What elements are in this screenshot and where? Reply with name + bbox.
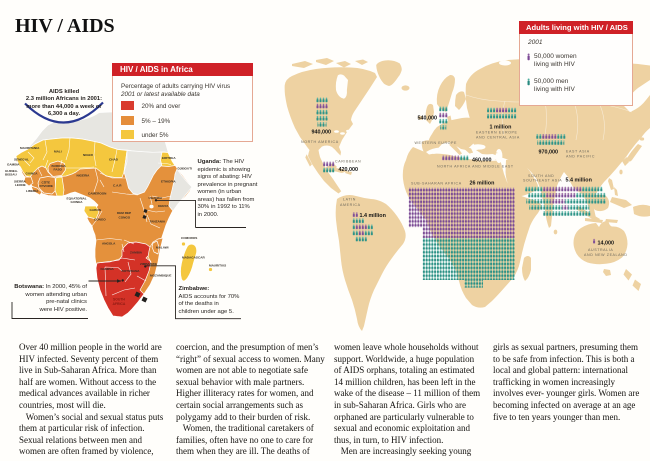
svg-text:FASO: FASO: [54, 167, 63, 171]
svg-text:BISSAU: BISSAU: [5, 172, 17, 176]
svg-text:EASTERN EUROPE: EASTERN EUROPE: [476, 131, 518, 135]
svg-text:26 million: 26 million: [470, 180, 495, 186]
svg-text:14,000: 14,000: [598, 241, 615, 247]
svg-text:5.4 million: 5.4 million: [566, 178, 592, 184]
svg-text:MADAGASCAR: MADAGASCAR: [182, 256, 205, 260]
svg-text:MOZAMBIQUE: MOZAMBIQUE: [150, 273, 171, 277]
svg-text:NORTH AMERICA: NORTH AMERICA: [301, 140, 339, 144]
svg-text:CONGO: CONGO: [119, 216, 131, 220]
svg-text:MAURITANIA: MAURITANIA: [20, 146, 40, 150]
svg-text:940,000: 940,000: [312, 130, 332, 136]
svg-text:540,000: 540,000: [418, 115, 438, 121]
svg-text:KENYA: KENYA: [158, 204, 169, 208]
svg-text:NORTH AFRICA AND MIDDLE EAST: NORTH AFRICA AND MIDDLE EAST: [437, 165, 514, 169]
svg-text:C.A.R: C.A.R: [113, 184, 122, 188]
svg-text:CONGO: CONGO: [94, 217, 106, 221]
svg-text:D'IVOIRE: D'IVOIRE: [40, 184, 53, 188]
svg-text:SENEGAL: SENEGAL: [14, 158, 29, 162]
svg-text:ERITREA: ERITREA: [162, 156, 176, 160]
svg-text:COMOROS: COMOROS: [181, 236, 197, 240]
svg-text:WESTERN EUROPE: WESTERN EUROPE: [415, 141, 458, 145]
svg-text:SOUTH AND: SOUTH AND: [528, 174, 554, 178]
svg-text:CAMEROON: CAMEROON: [88, 191, 107, 195]
svg-text:AMERICA: AMERICA: [340, 203, 361, 207]
svg-text:SIERRA: SIERRA: [14, 179, 26, 183]
svg-text:SOUTH: SOUTH: [113, 297, 125, 301]
svg-text:BURKINA: BURKINA: [52, 164, 67, 168]
svg-text:GUINEA: GUINEA: [26, 172, 39, 176]
svg-text:1 million: 1 million: [490, 125, 512, 131]
svg-text:GAMBIA: GAMBIA: [7, 162, 20, 166]
svg-text:460,000: 460,000: [472, 157, 492, 163]
svg-text:MALI: MALI: [54, 150, 62, 154]
svg-text:GUINEA: GUINEA: [71, 200, 84, 204]
svg-text:ETHIOPIA: ETHIOPIA: [161, 179, 176, 183]
svg-text:LIBERIA: LIBERIA: [26, 189, 39, 193]
svg-text:LEONE: LEONE: [15, 183, 26, 187]
svg-text:TANZANIA: TANZANIA: [150, 219, 166, 223]
svg-text:NIGERIA: NIGERIA: [77, 173, 91, 177]
svg-text:LATIN: LATIN: [343, 198, 356, 202]
svg-text:ZAMBIA: ZAMBIA: [130, 250, 143, 254]
svg-text:MALAWI: MALAWI: [156, 246, 169, 250]
svg-text:420,000: 420,000: [339, 167, 359, 173]
svg-text:AND NEW ZEALAND: AND NEW ZEALAND: [584, 253, 628, 257]
svg-text:EQUATORIAL: EQUATORIAL: [67, 196, 87, 200]
svg-text:GABON: GABON: [90, 208, 102, 212]
svg-text:NIGER: NIGER: [83, 153, 94, 157]
svg-text:ANGOLA: ANGOLA: [102, 241, 116, 245]
svg-text:NAMIBIA: NAMIBIA: [101, 267, 115, 271]
svg-text:AND PACIFIC: AND PACIFIC: [566, 155, 595, 159]
svg-text:ZIMBABWE: ZIMBABWE: [140, 262, 157, 266]
svg-text:UGANDA: UGANDA: [149, 196, 163, 200]
svg-text:AND CENTRAL ASIA: AND CENTRAL ASIA: [476, 136, 520, 140]
svg-text:BOTSWANA: BOTSWANA: [122, 269, 141, 273]
svg-text:CÔTE: CÔTE: [42, 179, 51, 184]
svg-text:1.4 million: 1.4 million: [360, 213, 386, 219]
svg-text:SUB-SAHARAN AFRICA: SUB-SAHARAN AFRICA: [411, 182, 462, 186]
svg-text:GUINEA-: GUINEA-: [5, 169, 18, 173]
svg-text:CARIBBEAN: CARIBBEAN: [335, 159, 361, 163]
svg-text:DEM REP: DEM REP: [117, 211, 131, 215]
svg-text:AUSTRALIA: AUSTRALIA: [588, 248, 613, 252]
svg-text:SOUTHEAST ASIA: SOUTHEAST ASIA: [523, 179, 562, 183]
svg-text:MAURITIUS: MAURITIUS: [209, 263, 226, 267]
svg-text:EAST ASIA: EAST ASIA: [566, 150, 590, 154]
svg-text:970,000: 970,000: [539, 150, 559, 156]
svg-text:CHAD: CHAD: [109, 158, 119, 162]
svg-text:AFRICA: AFRICA: [113, 302, 126, 306]
svg-text:DJIBOUTI: DJIBOUTI: [178, 166, 193, 170]
